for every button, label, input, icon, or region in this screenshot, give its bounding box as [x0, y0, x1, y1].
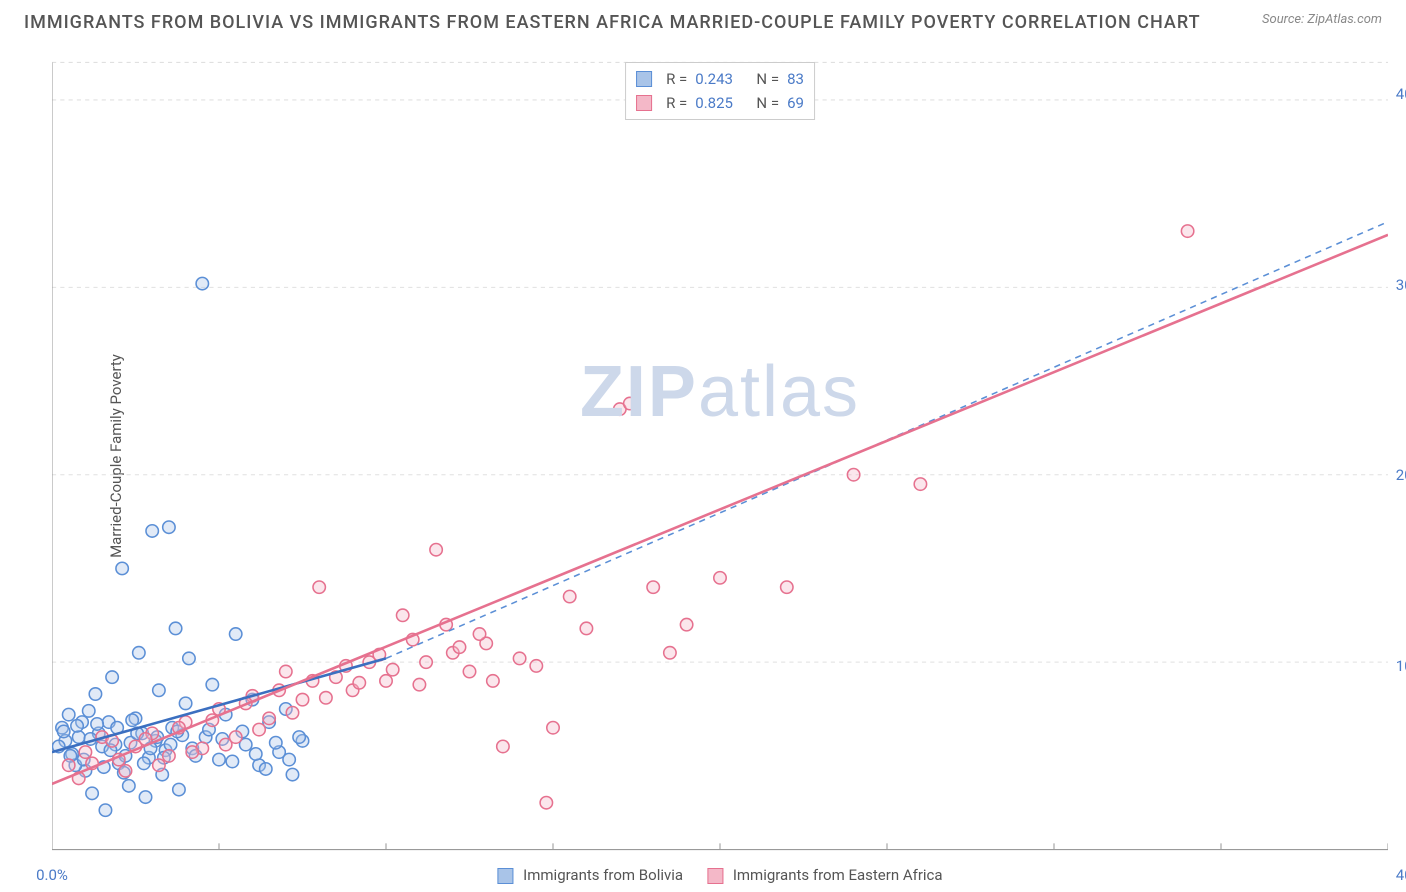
r-value-bolivia: 0.243 — [695, 67, 733, 91]
legend-item-bolivia: Immigrants from Bolivia — [497, 866, 683, 884]
title-bar: IMMIGRANTS FROM BOLIVIA VS IMMIGRANTS FR… — [0, 0, 1406, 41]
chart-area: Married-Couple Family Poverty ZIPatlas R… — [52, 56, 1388, 856]
r-value-eastern-africa: 0.825 — [695, 91, 733, 115]
n-value-bolivia: 83 — [787, 67, 804, 91]
x-tick-max: 40.0% — [1396, 866, 1406, 884]
chart-title: IMMIGRANTS FROM BOLIVIA VS IMMIGRANTS FR… — [24, 12, 1201, 33]
legend-item-eastern-africa: Immigrants from Eastern Africa — [707, 866, 943, 884]
swatch-eastern-africa-icon — [707, 868, 723, 884]
swatch-bolivia — [636, 71, 652, 87]
y-tick-label: 40.0% — [1396, 85, 1406, 103]
swatch-bolivia-icon — [497, 868, 513, 884]
x-tick-min: 0.0% — [36, 866, 68, 884]
y-tick-label: 10.0% — [1396, 657, 1406, 675]
y-tick-label: 20.0% — [1396, 466, 1406, 484]
scatter-plot — [52, 56, 1388, 856]
legend-row-bolivia: R = 0.243 N = 83 — [636, 67, 804, 91]
swatch-eastern-africa — [636, 95, 652, 111]
correlation-legend: R = 0.243 N = 83 R = 0.825 N = 69 — [625, 62, 815, 120]
legend-row-eastern-africa: R = 0.825 N = 69 — [636, 91, 804, 115]
source-attribution: Source: ZipAtlas.com — [1262, 12, 1382, 27]
series-legend: Immigrants from Bolivia Immigrants from … — [497, 866, 942, 884]
n-value-eastern-africa: 69 — [787, 91, 804, 115]
y-tick-label: 30.0% — [1396, 276, 1406, 294]
